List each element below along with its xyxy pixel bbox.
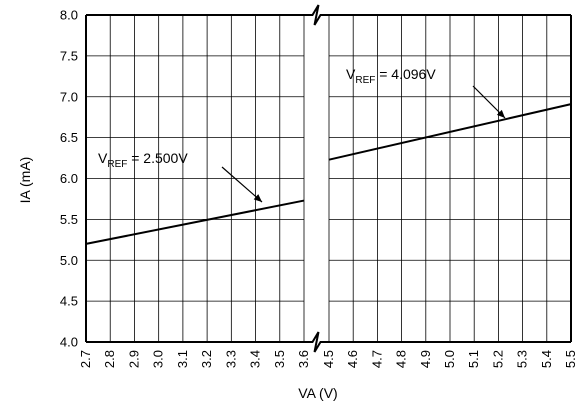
- annotation-pointer: [221, 166, 263, 203]
- y-tick-label: 5.0: [60, 253, 78, 268]
- x-tick-label: 3.1: [175, 350, 190, 368]
- series: VREF = 2.500V VREF = 4.096V: [85, 66, 572, 245]
- y-tick-label: 8.0: [60, 8, 78, 23]
- y-tick-label: 7.0: [60, 89, 78, 104]
- tick-labels: 2.7 2.8 2.9 3.0 3.1 3.2 3.3 3.4 3.5 3.6 4.5 4.6 4.7 4…: [60, 8, 578, 369]
- x-tick-label: 5.2: [490, 350, 505, 368]
- x-tick-label: 4.7: [369, 350, 384, 368]
- x-tick-label: 4.5: [321, 350, 336, 368]
- x-tick-label: 3.4: [248, 350, 263, 368]
- series-label: VREF = 4.096V: [346, 66, 436, 86]
- y-tick-label: 4.0: [60, 335, 78, 350]
- x-tick-label: 3.3: [223, 350, 238, 368]
- y-tick-label: 6.0: [60, 171, 78, 186]
- x-tick-label: 5.1: [466, 350, 481, 368]
- x-tick-label: 4.9: [418, 350, 433, 368]
- annotation-arrowhead: [496, 109, 505, 118]
- x-tick-label: 2.9: [126, 350, 141, 368]
- grid: [85, 14, 572, 343]
- series-line: [328, 103, 572, 161]
- x-tick-label: 2.8: [102, 350, 117, 368]
- series-label: VREF = 2.500V: [98, 150, 188, 170]
- x-tick-label: 5.3: [515, 350, 530, 368]
- x-tick-label: 5.4: [539, 350, 554, 368]
- x-tick-label: 3.2: [199, 350, 214, 368]
- x-axis-label: VA (V): [298, 385, 337, 401]
- series-line: [85, 199, 305, 245]
- plot-frame: [85, 4, 572, 353]
- y-tick-label: 6.5: [60, 130, 78, 145]
- x-tick-label: 3.0: [151, 350, 166, 368]
- x-tick-label: 4.6: [345, 350, 360, 368]
- x-tick-label: 5.0: [442, 350, 457, 368]
- axis-break-symbol: [304, 4, 329, 26]
- x-tick-label: 3.5: [272, 350, 287, 368]
- axis-break-symbol: [304, 331, 329, 353]
- x-tick-label: 3.6: [296, 350, 311, 368]
- x-tick-label: 4.8: [394, 350, 409, 368]
- y-axis-label: IA (mA): [17, 157, 33, 204]
- annotation-arrowhead: [253, 194, 262, 202]
- x-tick-label: 5.5: [563, 350, 578, 368]
- y-tick-label: 4.5: [60, 294, 78, 309]
- x-tick-label: 2.7: [78, 350, 93, 368]
- y-tick-label: 5.5: [60, 212, 78, 227]
- y-tick-label: 7.5: [60, 48, 78, 63]
